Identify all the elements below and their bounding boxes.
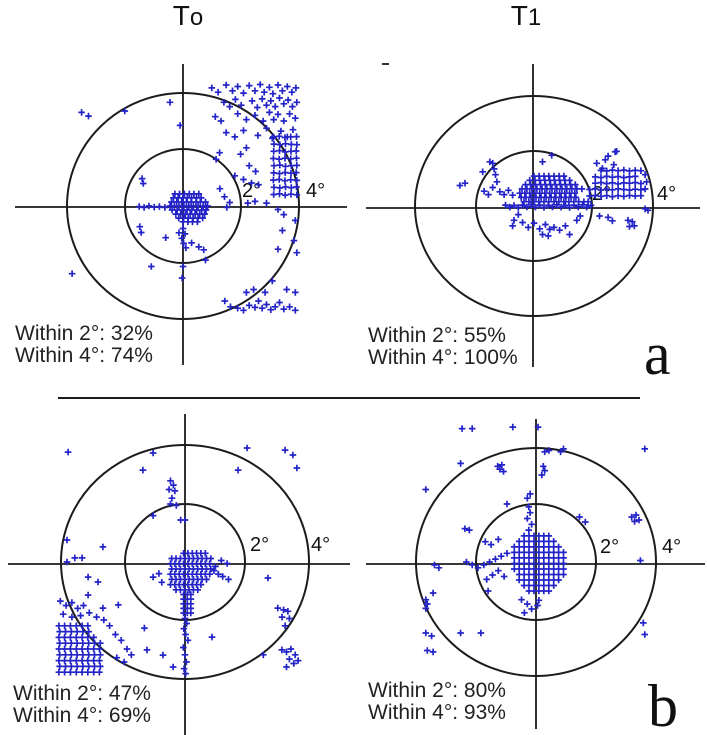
scatter-points-p2 bbox=[456, 148, 652, 240]
ring-4deg-p1 bbox=[66, 92, 300, 320]
ring-label-2deg-p2: 2° bbox=[592, 183, 612, 205]
scatter-points-p1 bbox=[68, 81, 301, 314]
ring-4deg-p2 bbox=[414, 95, 654, 317]
ring-4deg-p3 bbox=[60, 444, 310, 680]
ring-2deg-p2 bbox=[475, 150, 593, 262]
ring-label-4deg-p3: 4° bbox=[311, 534, 331, 556]
stat-within4-p1: Within 4°: 74% bbox=[15, 344, 153, 367]
stats-block-p2: Within 2°: 55% Within 4°: 100% bbox=[368, 325, 518, 369]
column-title-t0-sub: o bbox=[189, 4, 204, 31]
ring-2deg-p3 bbox=[124, 503, 246, 621]
ring-label-4deg-p4: 4° bbox=[662, 536, 682, 558]
row-label-b: b bbox=[648, 673, 678, 735]
column-title-t1: T1 bbox=[491, 0, 561, 32]
column-title-t0-main: T bbox=[172, 0, 190, 31]
ring-label-4deg-p2: 4° bbox=[657, 183, 677, 205]
stat-within2-p1: Within 2°: 32% bbox=[15, 322, 153, 345]
ring-label-2deg-p4: 2° bbox=[600, 536, 620, 558]
stat-within2-p4: Within 2°: 80% bbox=[368, 679, 506, 702]
stat-within2-p3: Within 2°: 47% bbox=[13, 682, 151, 705]
stat-within4-p2: Within 4°: 100% bbox=[368, 346, 518, 369]
ring-label-2deg-p3: 2° bbox=[250, 534, 270, 556]
column-title-t1-main: T bbox=[510, 0, 528, 31]
row-label-a: a bbox=[644, 321, 671, 387]
stat-within4-p4: Within 4°: 93% bbox=[368, 701, 506, 724]
ring-2deg-p1 bbox=[124, 148, 242, 264]
stray-dash-mark bbox=[382, 63, 389, 65]
stats-block-p1: Within 2°: 32% Within 4°: 74% bbox=[15, 323, 153, 367]
scatter-points-p3 bbox=[55, 444, 302, 677]
ring-4deg-p4 bbox=[415, 447, 657, 677]
stat-within4-p3: Within 4°: 69% bbox=[13, 704, 151, 727]
column-title-t0: To bbox=[153, 0, 223, 32]
stats-block-p3: Within 2°: 47% Within 4°: 69% bbox=[13, 683, 151, 727]
ring-label-4deg-p1: 4° bbox=[306, 180, 326, 202]
column-title-t1-sub: 1 bbox=[527, 4, 542, 31]
ring-2deg-p4 bbox=[475, 503, 597, 621]
ring-label-2deg-p1: 2° bbox=[242, 180, 262, 202]
stats-block-p4: Within 2°: 80% Within 4°: 93% bbox=[368, 680, 506, 724]
stat-within2-p2: Within 2°: 55% bbox=[368, 324, 506, 347]
